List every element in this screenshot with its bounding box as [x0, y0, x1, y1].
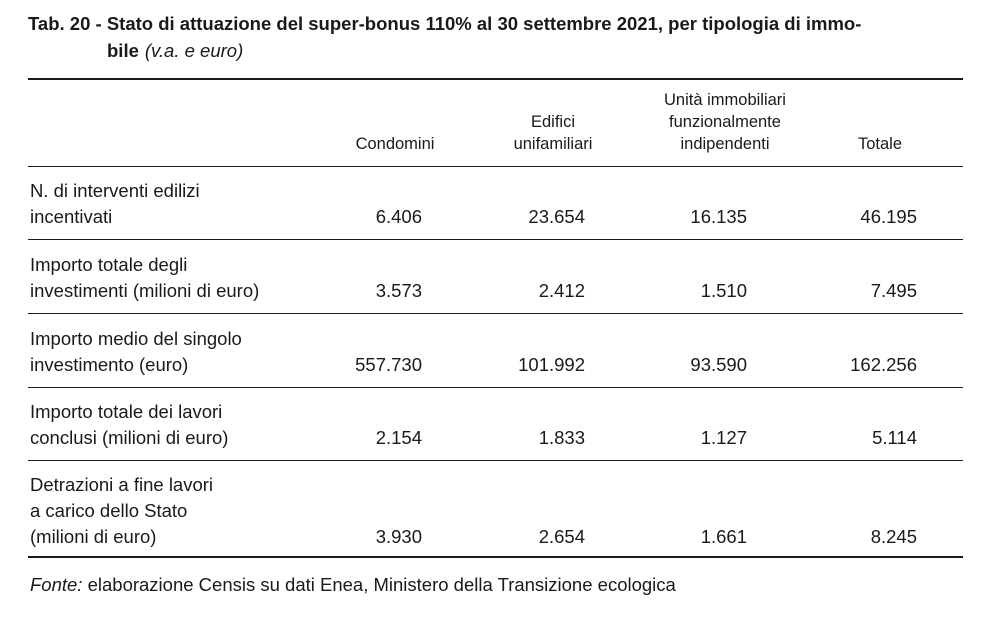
row-label-interventi: N. di interventi edilizi incentivati: [30, 180, 200, 227]
source-prefix: Fonte:: [30, 574, 83, 595]
top-rule: [28, 78, 963, 80]
table-title-line1: Tab. 20 - Stato di attuazione del super-…: [28, 13, 862, 34]
table-subtitle: (v.a. e euro): [144, 40, 244, 61]
bottom-rule: [28, 556, 963, 558]
row-label-importo-medio: Importo medio del singolo investimento (…: [30, 328, 242, 375]
cell-importo-totale-unita: 1.510: [700, 280, 747, 301]
cell-importo-totale-edifici: 2.412: [538, 280, 585, 301]
cell-detrazioni-condomini: 3.930: [375, 526, 422, 547]
row-label-importo-totale: Importo totale degli investimenti (milio…: [30, 254, 260, 301]
source-note: Fonte: elaborazione Censis su dati Enea,…: [30, 572, 676, 598]
row-label-lavori-conclusi: Importo totale dei lavori conclusi (mili…: [30, 401, 229, 448]
row-rule-3: [28, 387, 963, 388]
cell-interventi-totale: 46.195: [860, 206, 917, 227]
cell-interventi-unita: 16.135: [690, 206, 747, 227]
row-rule-4: [28, 460, 963, 461]
cell-interventi-condomini: 6.406: [375, 206, 422, 227]
column-header-condomini: Condomini: [355, 135, 435, 153]
cell-importo-totale-totale: 7.495: [870, 280, 917, 301]
cell-lavori-conclusi-totale: 5.114: [872, 427, 917, 448]
cell-importo-medio-edifici: 101.992: [518, 354, 585, 375]
cell-detrazioni-totale: 8.245: [870, 526, 917, 547]
header-rule: [28, 166, 963, 167]
row-rule-2: [28, 313, 963, 314]
cell-detrazioni-unita: 1.661: [700, 526, 747, 547]
source-text: elaborazione Censis su dati Enea, Minist…: [82, 574, 676, 595]
cell-interventi-edifici: 23.654: [528, 206, 585, 227]
cell-importo-medio-totale: 162.256: [850, 354, 917, 375]
cell-importo-totale-condomini: 3.573: [375, 280, 422, 301]
cell-lavori-conclusi-condomini: 2.154: [375, 427, 422, 448]
row-label-detrazioni: Detrazioni a fine lavori a carico dello …: [30, 474, 214, 547]
cell-importo-medio-condomini: 557.730: [355, 354, 422, 375]
column-header-edifici: Edifici unifamiliari: [513, 113, 593, 153]
column-header-totale: Totale: [857, 135, 903, 153]
cell-lavori-conclusi-unita: 1.127: [700, 427, 747, 448]
cell-lavori-conclusi-edifici: 1.833: [538, 427, 585, 448]
table-title: Tab. 20 - Stato di attuazione del super-…: [28, 10, 968, 64]
column-header-unita: Unità immobiliari funzionalmente indipen…: [664, 91, 786, 153]
table-title-line2: bile: [107, 40, 139, 61]
cell-detrazioni-edifici: 2.654: [538, 526, 585, 547]
row-rule-1: [28, 239, 963, 240]
cell-importo-medio-unita: 93.590: [690, 354, 747, 375]
